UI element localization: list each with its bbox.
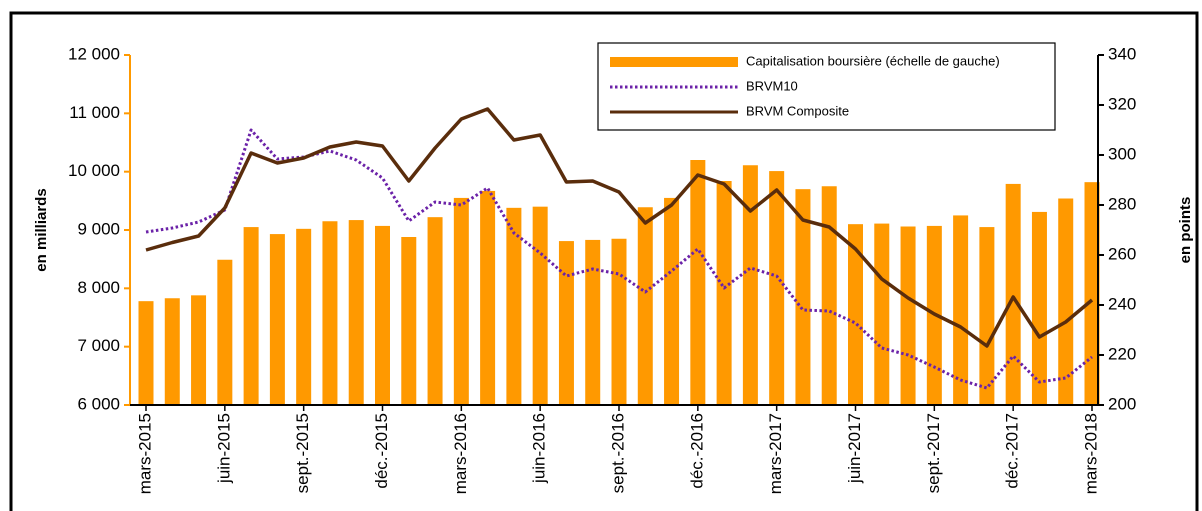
x-tick-label: juin-2017 [845,413,864,484]
bar [348,220,364,405]
bar [1058,198,1074,405]
legend-label: BRVM Composite [746,103,849,118]
y2-tick-label: 200 [1108,394,1136,413]
x-tick-label: déc.-2015 [372,413,391,489]
legend-swatch [610,57,738,67]
bar [532,206,548,405]
legend-label: BRVM10 [746,78,798,93]
y2-tick-label: 300 [1108,144,1136,163]
bar [164,298,180,405]
bar [269,234,285,405]
x-tick-label: mars-2018 [1081,413,1100,494]
x-tick-label: mars-2015 [135,413,154,494]
bar [848,224,863,405]
bar [138,301,154,405]
bar [191,295,207,405]
bar [1084,182,1100,405]
x-tick-label: mars-2017 [766,413,785,494]
x-tick-label: juin-2015 [214,413,233,484]
y2-tick-label: 340 [1108,44,1136,63]
bar [375,225,390,405]
bar [1005,183,1021,405]
y2-tick-label: 260 [1108,244,1136,263]
line-series [145,107,1094,348]
bar [769,171,785,405]
bar [1031,211,1047,405]
y-tick-label: 12 000 [68,44,120,63]
x-tick-label: déc.-2017 [1003,413,1022,489]
bar [585,239,601,405]
bar [217,259,233,405]
chart-frame [9,11,1199,511]
y-tick-label: 9 000 [77,219,120,238]
y-tick-label: 10 000 [68,161,120,180]
bar [690,160,706,405]
bar [506,207,522,405]
bar [480,190,496,405]
bar [322,221,338,405]
bar [611,238,627,405]
bar [401,237,417,405]
y2-tick-label: 240 [1108,294,1136,313]
x-tick-label: déc.-2016 [687,413,706,489]
bar [900,226,916,405]
bar [821,186,837,405]
bar [453,197,469,405]
y-tick-label: 6 000 [77,394,120,413]
bar [243,227,259,405]
bar [716,181,732,405]
x-tick-label: sept.-2017 [924,413,943,493]
bar [637,207,653,405]
x-tick-label: sept.-2015 [293,413,312,493]
y2-axis-label: en points [1177,197,1194,264]
x-tick-label: juin-2016 [530,413,549,484]
y2-tick-label: 220 [1108,344,1136,363]
y-axis-label: en milliards [33,188,50,271]
bar [296,228,312,405]
legend-label: Capitalisation boursière (échelle de gau… [746,53,1000,68]
y2-tick-label: 280 [1108,194,1136,213]
bar [558,241,574,405]
bar [953,215,969,405]
bar [795,189,811,405]
y-tick-label: 8 000 [77,278,120,297]
x-tick-label: sept.-2016 [608,413,627,493]
y2-tick-label: 320 [1108,94,1136,113]
bar [664,197,680,405]
bar [742,165,758,405]
bar [874,223,890,405]
bar [427,217,443,405]
bar [979,227,995,405]
y-tick-label: 7 000 [77,336,120,355]
x-tick-label: mars-2016 [451,413,470,494]
y-tick-label: 11 000 [69,103,120,122]
